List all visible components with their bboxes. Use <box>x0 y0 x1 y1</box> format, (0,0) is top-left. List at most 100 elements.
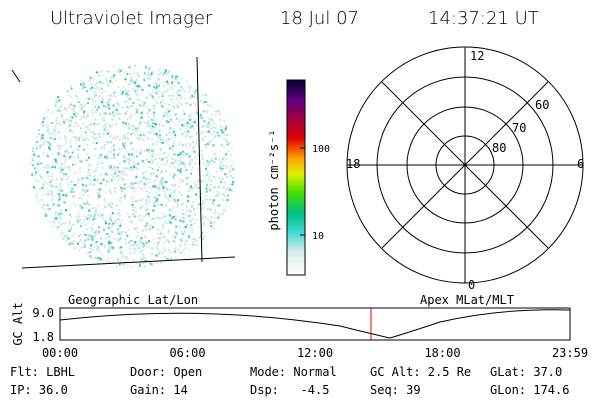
pixel <box>196 139 199 142</box>
pixel <box>86 143 89 146</box>
pixel <box>94 210 97 213</box>
pixel <box>70 85 72 88</box>
pixel <box>98 195 101 198</box>
pixel <box>148 181 151 184</box>
pixel <box>137 266 139 269</box>
pixel <box>109 216 111 219</box>
pixel <box>104 155 107 158</box>
pixel <box>113 91 116 94</box>
colorbar <box>286 79 306 276</box>
pixel <box>164 180 167 183</box>
pixel <box>107 154 110 157</box>
pixel <box>148 156 151 159</box>
pixel <box>144 65 147 68</box>
pixel <box>106 101 109 104</box>
pixel <box>214 153 217 156</box>
pixel <box>45 116 47 119</box>
pixel <box>77 101 80 104</box>
pixel <box>109 215 112 218</box>
pixel <box>104 106 107 109</box>
pixel <box>47 124 50 127</box>
pixel <box>169 221 172 224</box>
pixel <box>88 247 91 250</box>
pixel <box>148 191 151 194</box>
pixel <box>172 216 175 218</box>
pixel <box>134 211 137 214</box>
pixel <box>143 133 146 136</box>
pixel <box>89 179 92 182</box>
pixel <box>175 214 177 217</box>
pixel <box>54 134 57 137</box>
pixel <box>221 212 224 215</box>
pixel <box>112 114 115 117</box>
pixel <box>180 216 183 218</box>
pixel <box>174 133 177 136</box>
pixel <box>49 148 52 151</box>
pixel <box>53 104 56 107</box>
pixel <box>160 157 162 160</box>
pixel <box>77 138 80 141</box>
pixel <box>145 260 148 262</box>
pixel <box>75 171 78 174</box>
pixel <box>98 94 101 97</box>
pixel <box>169 173 172 175</box>
pixel <box>157 152 160 155</box>
pixel <box>137 134 140 137</box>
pixel <box>149 75 152 78</box>
pixel <box>218 186 220 189</box>
pixel <box>73 149 76 152</box>
pixel <box>141 205 143 208</box>
pixel <box>79 118 82 121</box>
pixel <box>110 168 113 171</box>
pixel <box>83 105 86 108</box>
pixel <box>165 119 168 122</box>
pixel <box>80 197 83 200</box>
pixel <box>168 114 171 117</box>
pixel <box>68 119 70 122</box>
pixel <box>183 130 186 133</box>
pixel <box>206 110 209 113</box>
pixel <box>94 231 97 234</box>
pixel <box>153 204 156 207</box>
pixel <box>162 224 165 227</box>
pixel <box>141 229 144 232</box>
pixel <box>179 163 182 166</box>
pixel <box>86 102 89 104</box>
pixel <box>133 206 136 209</box>
pixel <box>107 84 110 87</box>
pixel <box>50 190 53 193</box>
pixel <box>157 77 160 80</box>
pixel <box>140 239 143 242</box>
pixel <box>165 186 168 189</box>
pixel <box>95 212 98 215</box>
pixel <box>147 240 150 243</box>
pixel <box>213 176 216 179</box>
pixel <box>41 206 44 209</box>
pixel <box>208 163 211 166</box>
pixel <box>206 172 209 174</box>
pixel <box>64 141 67 144</box>
pixel <box>93 175 96 178</box>
pixel <box>116 264 118 267</box>
pixel <box>57 109 60 112</box>
pixel <box>95 248 98 251</box>
pixel <box>98 250 101 253</box>
pixel <box>163 222 166 225</box>
pixel <box>94 105 97 108</box>
pixel <box>84 191 87 194</box>
pixel <box>143 79 146 82</box>
pixel <box>153 179 156 182</box>
pixel <box>152 114 155 117</box>
pixel <box>65 109 68 111</box>
pixel <box>54 126 57 129</box>
pixel <box>81 80 84 83</box>
pixel <box>190 135 193 138</box>
pixel <box>176 117 179 120</box>
pixel <box>111 202 114 205</box>
pixel <box>207 123 209 126</box>
pixel <box>88 123 91 126</box>
pixel <box>166 114 169 117</box>
pixel <box>138 219 141 222</box>
pixel <box>148 201 151 204</box>
pixel <box>104 172 107 175</box>
